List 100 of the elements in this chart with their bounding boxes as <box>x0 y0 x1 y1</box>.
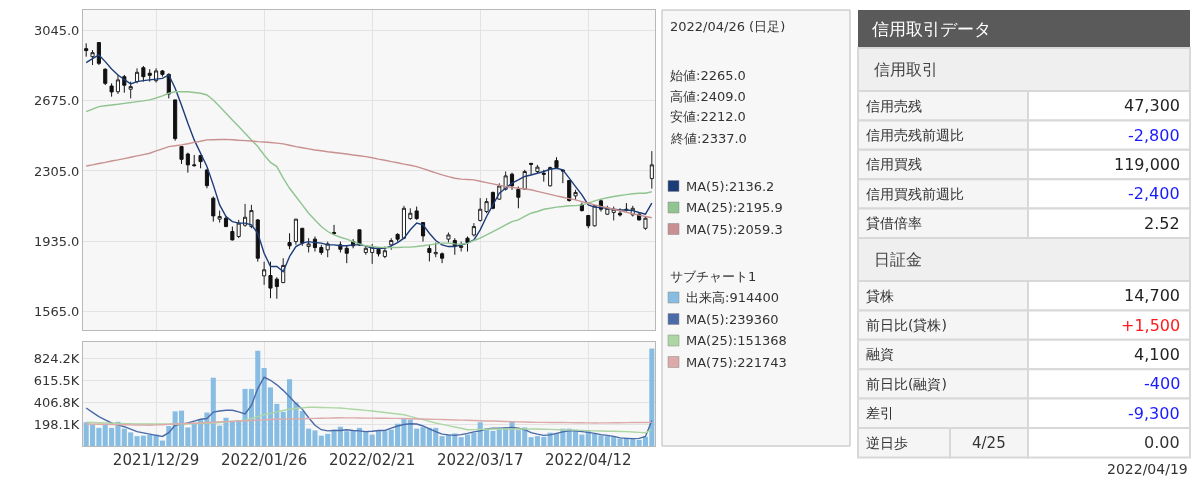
candlestick <box>465 235 470 253</box>
text: 始値:2265.0 <box>670 68 746 83</box>
legend-label: MA(25):2195.9 <box>686 200 783 215</box>
text: 信用買残 <box>866 156 922 172</box>
candlestick <box>192 154 197 168</box>
candlestick <box>312 235 318 253</box>
candlestick <box>255 218 260 263</box>
candlestick <box>96 41 101 66</box>
candlestick <box>128 81 133 99</box>
text: 信用売残前週比 <box>866 127 964 143</box>
candlestick <box>103 67 108 86</box>
candlestick <box>408 207 413 221</box>
candlestick <box>173 99 178 142</box>
text: 2.52 <box>1144 214 1180 233</box>
text: 融資 <box>866 346 894 362</box>
legend-label: MA(25):151368 <box>686 333 787 348</box>
line-series <box>85 376 653 440</box>
candlestick <box>344 245 349 264</box>
y-tick-label: 2305.0 <box>33 163 80 179</box>
text: 14,700 <box>1124 286 1180 305</box>
candlestick <box>179 145 184 165</box>
y-tick-label: 824.2K <box>33 350 80 366</box>
candlestick <box>115 74 121 95</box>
legend-label: MA(5):2136.2 <box>686 179 775 194</box>
x-tick-label: 2022/04/12 <box>545 451 632 469</box>
text: 信用取引データ <box>872 19 991 39</box>
x-tick-label: 2022/02/21 <box>328 451 416 469</box>
legend-label: 出来高:914400 <box>686 290 780 305</box>
candlestick <box>293 218 298 246</box>
y-tick-label: 1565.0 <box>33 304 80 320</box>
legend-label: MA(75):2059.3 <box>686 222 783 237</box>
candlestick <box>90 49 95 66</box>
text: 2022/04/19 <box>1107 461 1188 477</box>
text: 日証金 <box>874 250 922 269</box>
line-series <box>85 138 653 219</box>
candlestick <box>198 154 203 169</box>
candlestick <box>230 226 235 241</box>
candlestick <box>529 162 534 176</box>
candlestick <box>592 204 597 228</box>
text: 差引 <box>866 405 894 421</box>
text: 119,000 <box>1114 155 1181 174</box>
candlestick <box>109 82 114 98</box>
y-tick-label: 1935.0 <box>33 233 80 249</box>
candlestick <box>459 241 464 253</box>
candlestick <box>446 231 451 244</box>
candlestick <box>217 210 222 224</box>
candlestick <box>84 42 89 58</box>
text: -9,300 <box>1128 404 1180 423</box>
candlestick <box>440 251 445 264</box>
text: 4/25 <box>972 434 1006 452</box>
x-tick-label: 2022/01/26 <box>220 451 308 469</box>
candlestick <box>554 156 559 169</box>
line-series <box>85 54 653 273</box>
y-tick-label: 3045.0 <box>33 22 80 38</box>
text: 0.00 <box>1144 433 1180 452</box>
text: -2,800 <box>1128 126 1180 145</box>
candlestick <box>319 244 324 256</box>
legend-title: 2022/04/26 (日足) <box>670 19 786 34</box>
text: 逆日歩 <box>866 435 908 451</box>
candlestick <box>134 67 140 84</box>
candlestick <box>560 169 565 184</box>
candlestick <box>643 215 648 231</box>
candlestick <box>249 204 254 229</box>
candlestick <box>573 189 578 201</box>
text: 4,100 <box>1134 345 1180 364</box>
candlestick <box>204 168 209 189</box>
candlestick <box>401 205 407 240</box>
candlestick <box>484 197 489 214</box>
text: +1,500 <box>1121 316 1181 335</box>
text: -400 <box>1144 374 1181 393</box>
text: 高値:2409.0 <box>670 89 746 104</box>
candlestick <box>306 237 311 253</box>
text: 信用売残 <box>866 98 922 114</box>
candlestick <box>211 195 216 223</box>
text: 前日比(貸株) <box>866 317 947 333</box>
text: 安値:2212.0 <box>670 109 746 124</box>
candlestick <box>160 69 165 78</box>
candlestick <box>541 169 546 183</box>
text: 終値:2337.0 <box>670 131 747 146</box>
candlestick <box>389 237 394 251</box>
candlestick <box>478 197 483 223</box>
candlestick <box>268 261 273 299</box>
line-series <box>85 406 653 434</box>
text: 前日比(融資) <box>866 376 947 392</box>
candlestick <box>395 232 400 243</box>
candlestick <box>262 261 267 286</box>
candlestick <box>617 207 623 217</box>
y-tick-label: 615.5K <box>33 372 80 388</box>
candlestick <box>363 245 368 256</box>
line-series <box>85 91 653 249</box>
candlestick <box>185 152 190 174</box>
text: 47,300 <box>1124 96 1180 115</box>
candlestick <box>535 164 540 175</box>
x-tick-label: 2022/03/17 <box>436 451 524 469</box>
text: 貸借倍率 <box>866 215 922 231</box>
candlestick <box>427 244 432 262</box>
text: 貸株 <box>866 288 894 304</box>
text: 信用取引 <box>874 60 938 79</box>
candlestick <box>586 214 591 229</box>
y-tick-label: 198.1K <box>33 417 80 433</box>
